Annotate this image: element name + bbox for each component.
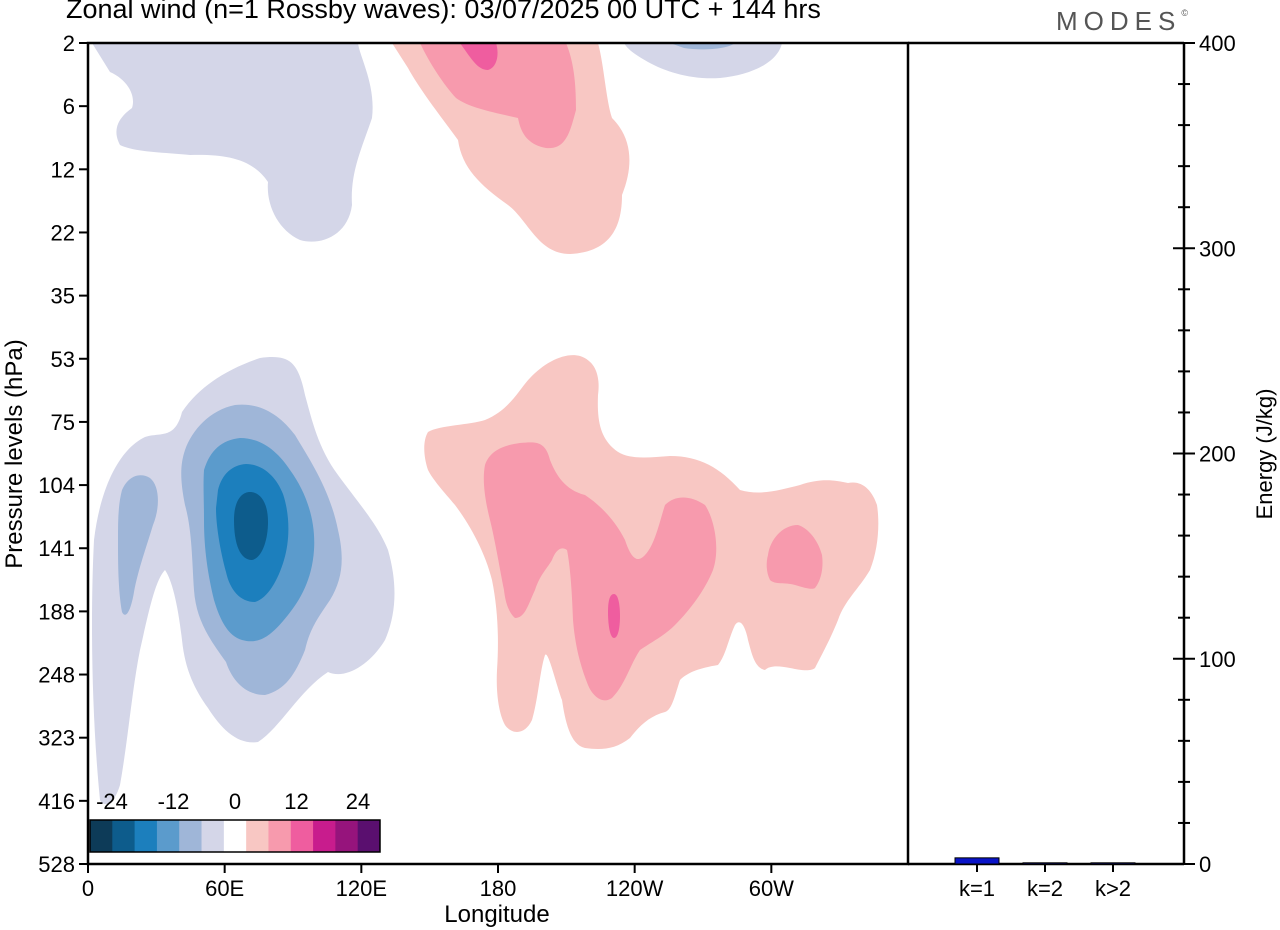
energy-category-label: k=1 — [959, 876, 995, 901]
colorbar: -24 -12 0 12 24 — [89, 789, 381, 853]
lower-negative-west-lobe — [118, 475, 158, 615]
colorbar-swatch — [246, 820, 269, 852]
energy-tick-label: 200 — [1199, 442, 1236, 467]
upper-dateline-negative-region — [624, 43, 782, 79]
pressure-tick-label: 2 — [63, 31, 75, 56]
colorbar-swatch — [357, 820, 381, 852]
colorbar-swatch — [179, 820, 202, 852]
pressure-tick-label: 528 — [38, 852, 75, 877]
energy-tick-label: 0 — [1199, 852, 1211, 877]
chart-title: Zonal wind (n=1 Rossby waves): 03/07/202… — [66, 0, 821, 24]
colorbar-label: 0 — [229, 789, 241, 814]
heatmap-panel: 2 6 12 22 35 53 75 104 141 188 248 323 416 528 0 60E 12… — [38, 31, 910, 901]
colorbar-swatch — [290, 820, 314, 852]
pressure-tick-label: 248 — [38, 663, 75, 688]
lower-positive-core — [483, 442, 717, 701]
energy-tick-label: 400 — [1199, 31, 1236, 56]
colorbar-swatch — [156, 820, 180, 852]
pressure-tick-label: 12 — [51, 157, 75, 182]
longitude-tick-label: 120W — [606, 876, 664, 901]
colorbar-swatch — [313, 820, 336, 852]
upper-positive-core — [420, 43, 576, 149]
colorbar-label: 24 — [346, 789, 370, 814]
energy-axis-title: Energy (J/kg) — [1252, 389, 1277, 520]
longitude-tick-label: 0 — [82, 876, 94, 901]
colorbar-frame — [89, 819, 381, 853]
pressure-tick-label: 188 — [38, 599, 75, 624]
colorbar-swatch — [201, 820, 225, 852]
pressure-tick-label: 53 — [51, 347, 75, 372]
heatmap-plot-area — [92, 43, 879, 805]
energy-category-label: k=2 — [1027, 876, 1063, 901]
energy-bar — [1090, 862, 1136, 865]
energy-panel: 0 100 200 300 400 k=1 k=2 k>2 — [908, 31, 1236, 901]
longitude-tick-label: 60E — [205, 876, 244, 901]
pressure-tick-label: 35 — [51, 284, 75, 309]
pressure-tick-label: 104 — [38, 473, 75, 498]
colorbar-swatch — [134, 820, 158, 852]
lower-positive-east-core — [766, 525, 823, 589]
lower-positive-peak — [608, 594, 620, 638]
colorbar-swatch — [223, 820, 247, 852]
energy-bars — [954, 857, 1136, 865]
colorbar-swatch — [112, 820, 136, 852]
colorbar-swatch — [335, 820, 359, 852]
longitude-tick-label: 120E — [336, 876, 387, 901]
colorbar-label: 12 — [284, 789, 308, 814]
energy-tick-label: 100 — [1199, 647, 1236, 672]
pressure-tick-label: 416 — [38, 789, 75, 814]
brand-logo: MODES© — [1056, 6, 1188, 37]
y-axis-title: Pressure levels (hPa) — [1, 339, 28, 568]
energy-bar — [1022, 862, 1068, 865]
lower-negative-peak — [234, 492, 268, 560]
energy-category-label: k>2 — [1095, 876, 1131, 901]
energy-axis: 0 100 200 300 400 — [1173, 31, 1236, 877]
brand-mark: © — [1181, 8, 1188, 18]
pressure-tick-label: 323 — [38, 726, 75, 751]
longitude-tick-label: 180 — [480, 876, 517, 901]
pressure-tick-label: 141 — [38, 536, 75, 561]
colorbar-swatch — [90, 820, 113, 852]
upper-dateline-negative-core — [670, 43, 735, 50]
longitude-tick-label: 60W — [749, 876, 794, 901]
energy-tick-label: 300 — [1199, 236, 1236, 261]
upper-negative-region — [92, 43, 373, 242]
pressure-tick-label: 6 — [63, 94, 75, 119]
contour-regions — [92, 43, 879, 805]
energy-bar — [954, 857, 1000, 865]
longitude-axis: 0 60E 120E 180 120W 60W — [82, 864, 794, 901]
colorbar-label: -12 — [158, 789, 190, 814]
x-axis-title: Longitude — [444, 901, 549, 928]
brand-name: MODES — [1056, 6, 1182, 36]
colorbar-swatch — [268, 820, 292, 852]
upper-positive-peak — [460, 43, 498, 70]
pressure-tick-label: 75 — [51, 410, 75, 435]
colorbar-label: -24 — [96, 789, 128, 814]
energy-category-labels: k=1 k=2 k>2 — [959, 864, 1131, 901]
pressure-tick-label: 22 — [51, 220, 75, 245]
pressure-axis: 2 6 12 22 35 53 75 104 141 188 248 323 416 528 — [38, 31, 88, 877]
